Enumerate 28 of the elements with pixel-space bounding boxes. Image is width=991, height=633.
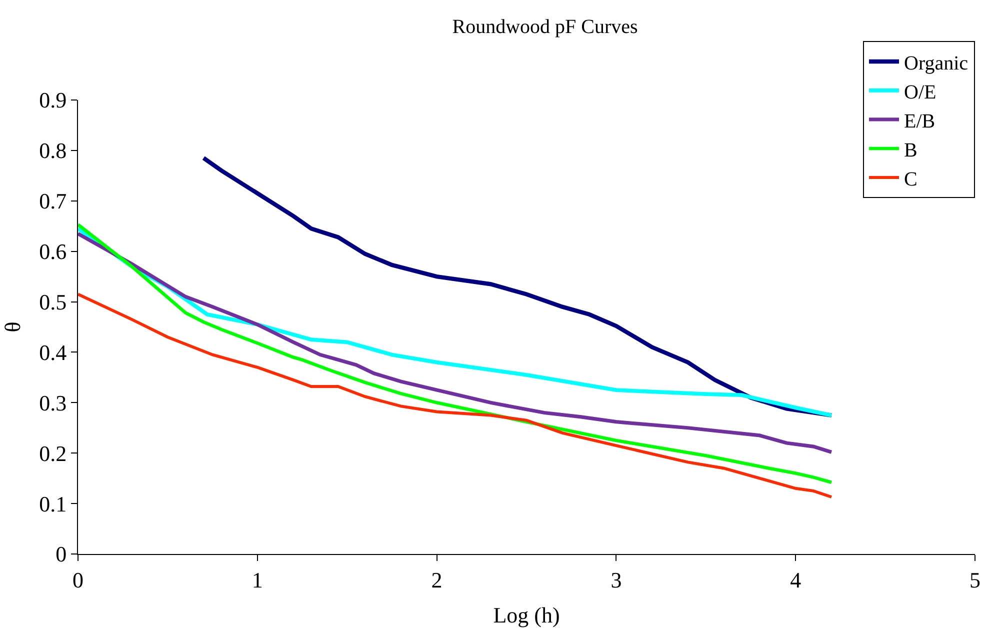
x-tick-label: 5: [970, 567, 980, 592]
chart-title: Roundwood pF Curves: [452, 16, 638, 38]
y-tick-label: 0.6: [39, 239, 67, 264]
line-series: [78, 292, 833, 498]
y-tick-label: 0.3: [39, 390, 67, 416]
line-series: [78, 232, 834, 454]
y-axis-title: θ: [0, 322, 25, 332]
x-tick-label: 1: [252, 567, 263, 592]
y-tick-label: 0.7: [39, 188, 67, 214]
x-tick-label: 4: [790, 567, 802, 592]
y-tick-label: 0.2: [39, 440, 67, 466]
line-series: [78, 222, 834, 484]
x-tick-label: 2: [431, 567, 442, 592]
y-tick-label: 0.5: [39, 289, 67, 314]
y-tick-label: 0: [56, 542, 67, 567]
y-tick-label: 0.9: [39, 88, 67, 113]
y-tick-label: 0.8: [39, 138, 67, 164]
y-tick-label: 0.1: [39, 491, 67, 516]
legend-label: E/B: [904, 110, 936, 132]
legend-label: O/E: [904, 81, 936, 104]
line-series: [201, 156, 834, 418]
x-tick-label: 3: [610, 567, 622, 592]
x-tick-label: 0: [72, 567, 84, 592]
legend-label: Organic: [904, 52, 968, 74]
x-axis-title: Log (h): [493, 602, 560, 628]
legend-label: C: [904, 168, 918, 190]
y-tick-label: 0.4: [39, 340, 67, 365]
legend-label: B: [904, 139, 918, 162]
